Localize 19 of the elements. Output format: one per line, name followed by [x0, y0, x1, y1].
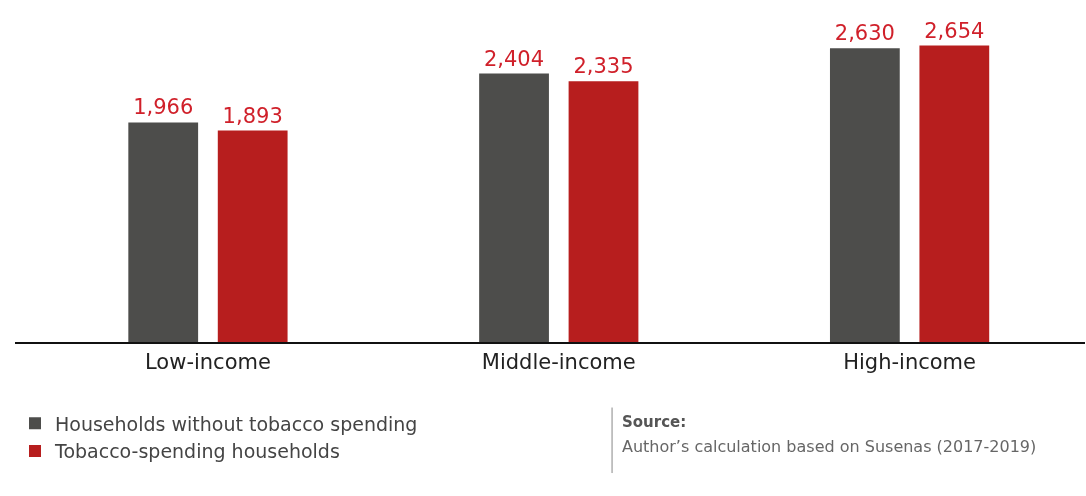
bar — [829, 48, 900, 342]
bar — [128, 122, 199, 342]
legend-label: Households without tobacco spending — [55, 412, 418, 435]
data-label: 2,654 — [924, 18, 985, 43]
x-tick-label: Middle-income — [481, 350, 636, 375]
bar — [919, 45, 990, 342]
data-label: 1,966 — [133, 95, 194, 120]
x-tick-label: High-income — [843, 350, 976, 375]
bar — [217, 130, 288, 342]
bar — [479, 73, 549, 342]
legend-label: Tobacco-spending households — [54, 440, 340, 463]
source-note: Source: — [622, 413, 687, 431]
data-label: 2,335 — [573, 54, 634, 79]
text: Author’s calculation based on Susenas (2017-2019) — [622, 437, 1037, 456]
data-label: 2,404 — [483, 46, 545, 71]
x-tick-label: Low-income — [145, 350, 271, 375]
data-label: 1,893 — [222, 103, 283, 128]
data-label: 2,630 — [834, 21, 895, 46]
bar — [568, 81, 639, 342]
